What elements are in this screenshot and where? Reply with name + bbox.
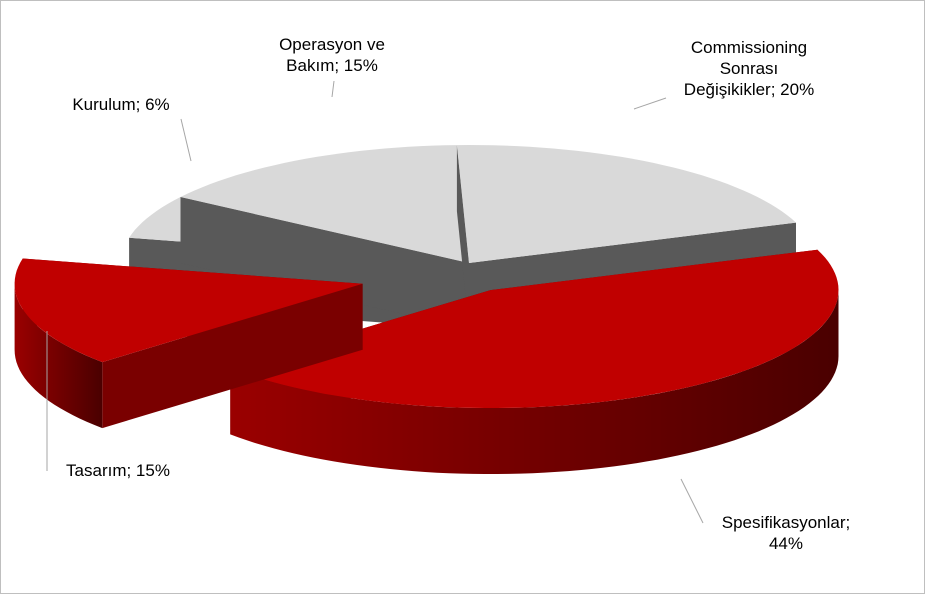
slice: [14, 258, 363, 363]
leader-line: [680, 478, 704, 524]
data-label: Spesifikasyonlar; 44%: [721, 513, 851, 553]
data-label: Operasyon ve Bakım; 15%: [279, 35, 385, 75]
slice-side: [456, 145, 469, 329]
data-label: Tasarım; 15%: [66, 461, 170, 480]
slice: [230, 249, 839, 408]
leader-line: [180, 118, 192, 162]
slice-wall: [14, 283, 103, 429]
leader-line: [633, 97, 667, 110]
data-label: Commissioning Sonrası Değişikikler; 20%: [683, 38, 815, 99]
slice-wall: [230, 290, 839, 474]
data-label: Kurulum; 6%: [72, 95, 170, 114]
slice: [456, 145, 796, 263]
leader-line: [331, 80, 335, 98]
slice-side: [180, 197, 469, 329]
slice: [180, 145, 469, 263]
